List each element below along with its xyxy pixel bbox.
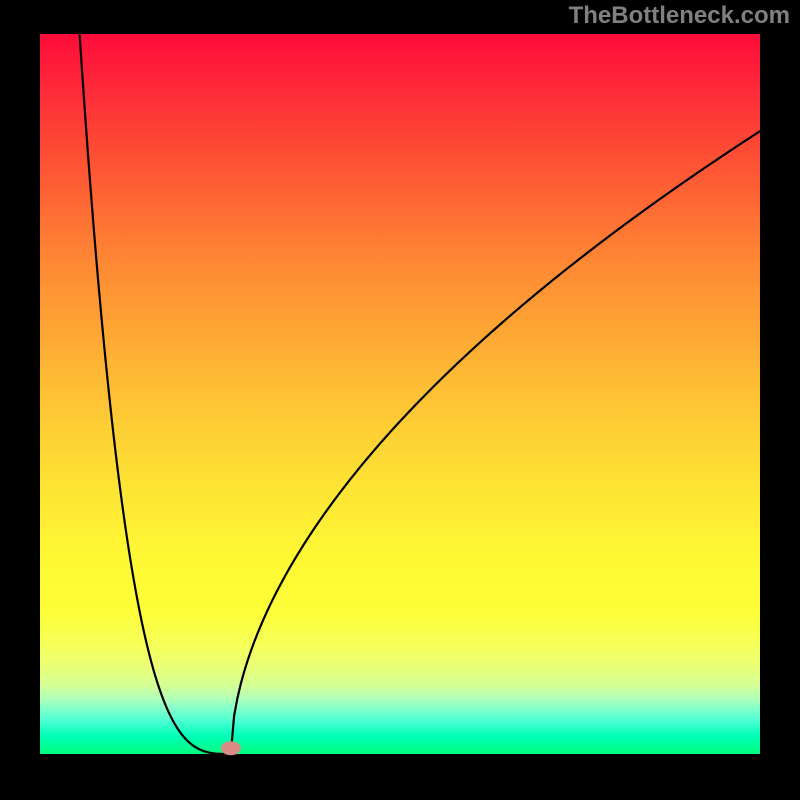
- minimum-marker: [221, 741, 241, 755]
- chart-canvas: { "watermark": { "text": "TheBottleneck.…: [0, 0, 800, 800]
- chart-svg: [0, 0, 800, 800]
- watermark-text: TheBottleneck.com: [569, 2, 790, 30]
